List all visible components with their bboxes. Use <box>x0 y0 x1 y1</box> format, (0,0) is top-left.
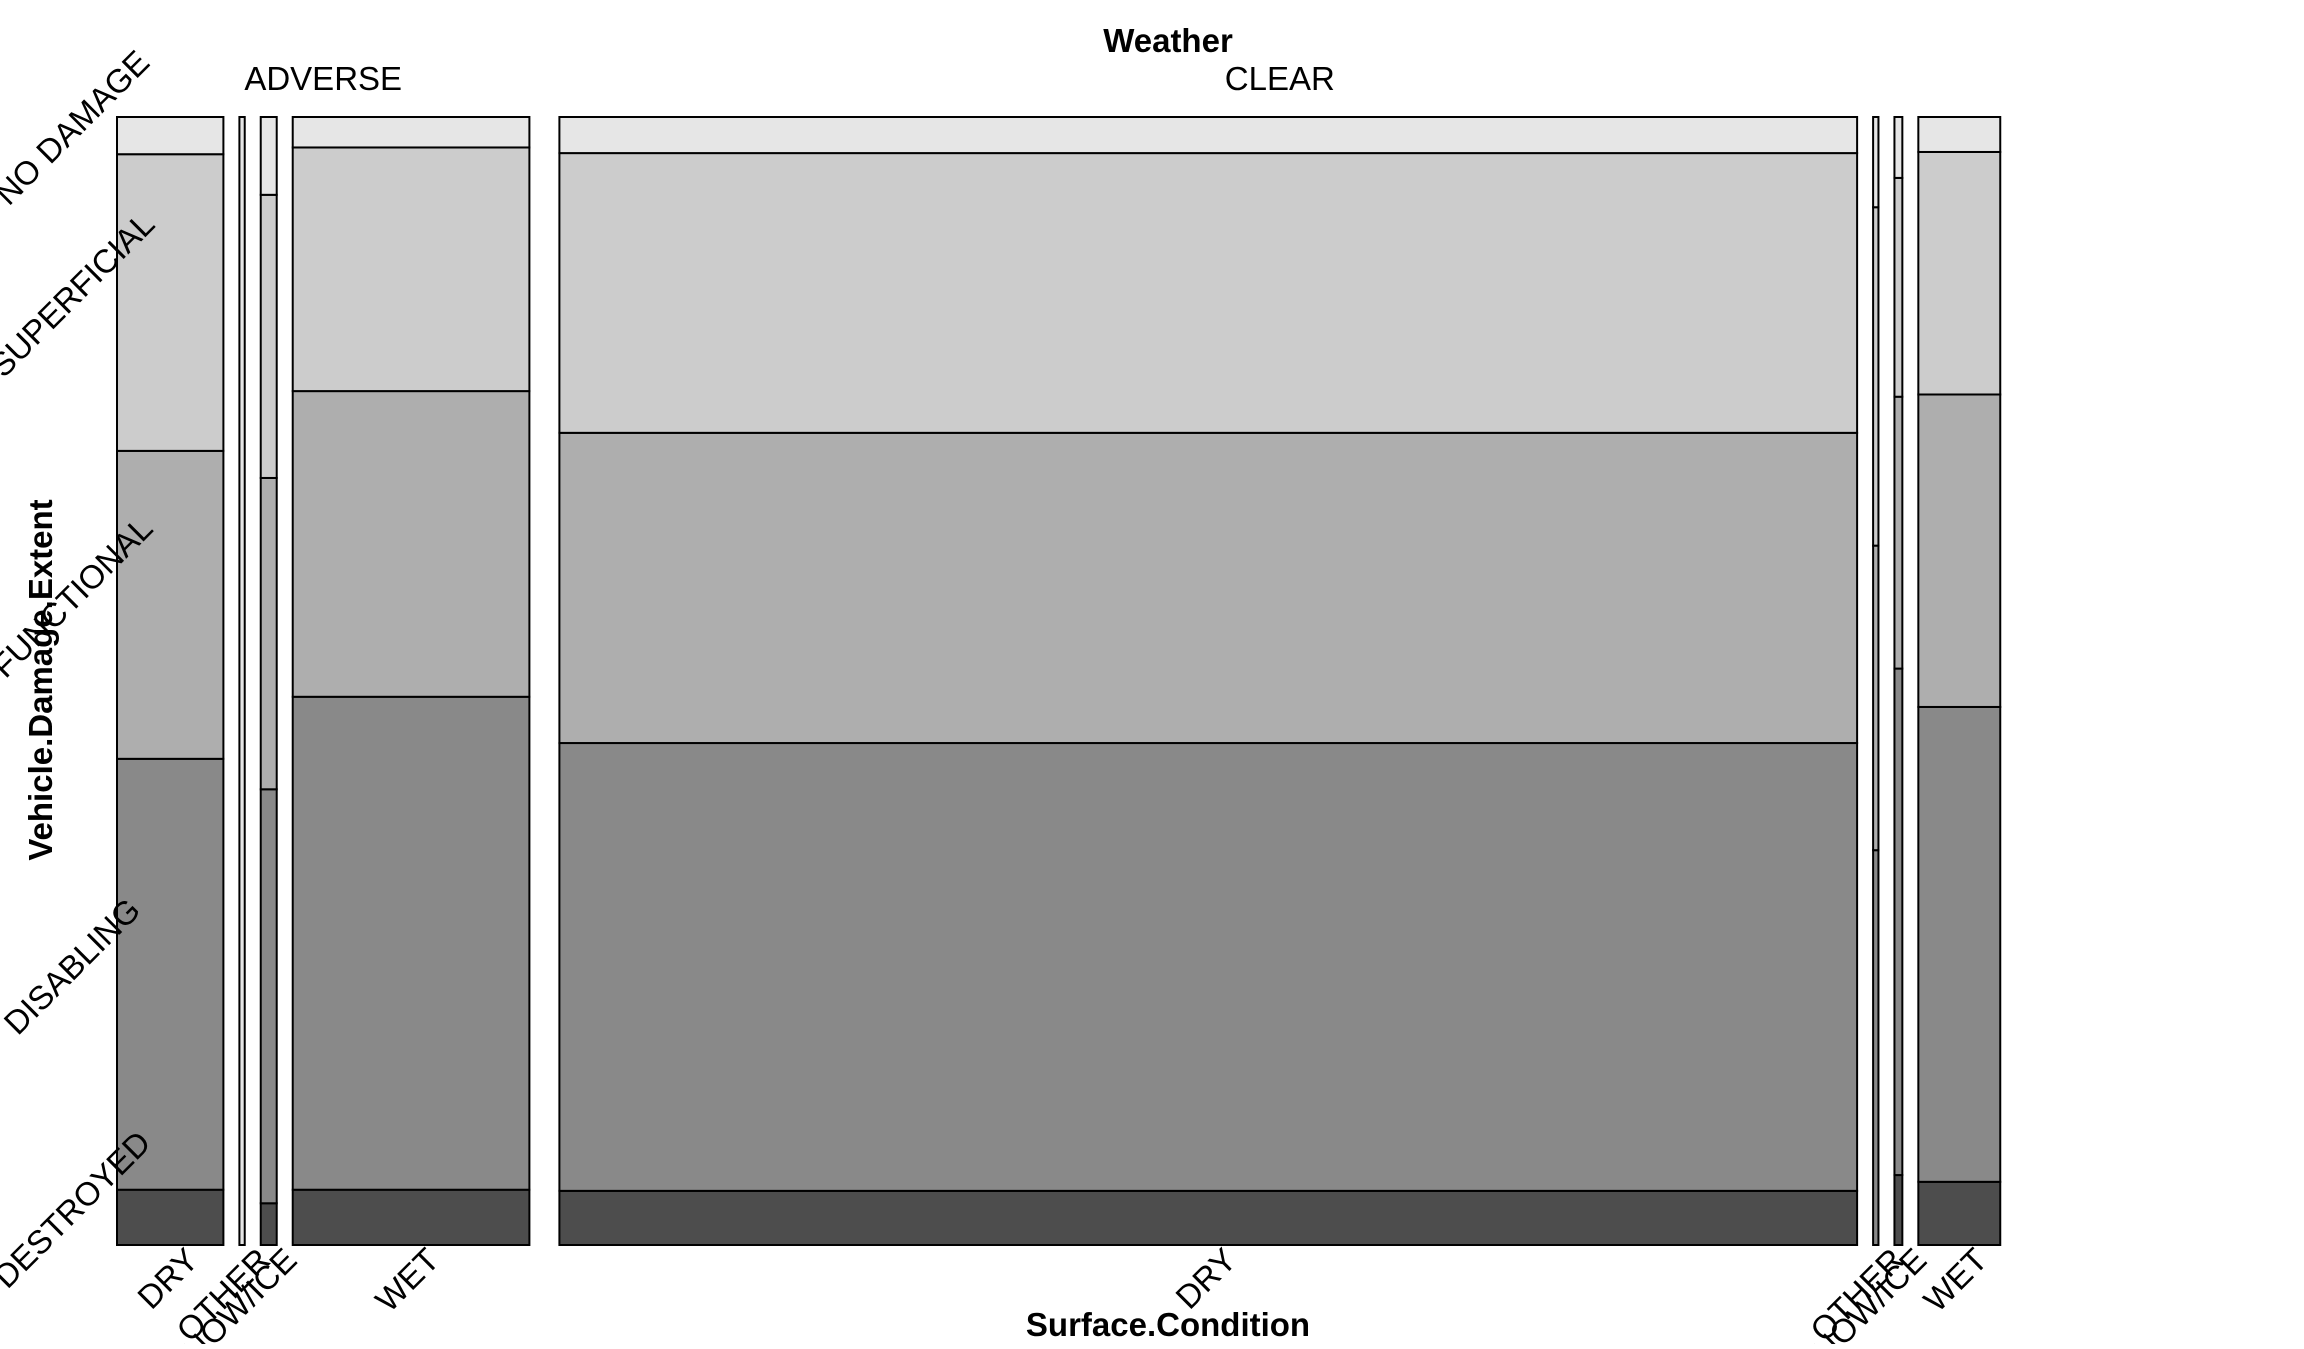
cell-adverse-wet-no-damage <box>291 116 531 149</box>
cell-adverse-dry-no-damage <box>116 116 225 156</box>
cell-clear-snow-ice-functional <box>1893 395 1904 670</box>
cell-adverse-dry-destroyed <box>116 1188 225 1246</box>
cell-clear-wet-no-damage <box>1917 116 2002 153</box>
cell-clear-dry-disabling <box>558 742 1859 1192</box>
cell-clear-snow-ice-superficial <box>1893 176 1904 398</box>
x-tick-adverse-wet: WET <box>368 1241 446 1319</box>
x-axis-label: Surface.Condition <box>1026 1306 1310 1343</box>
cell-adverse-snow-ice-destroyed <box>259 1202 278 1247</box>
cell-clear-dry-destroyed <box>558 1189 1859 1246</box>
cell-adverse-dry-superficial <box>116 153 225 452</box>
cell-adverse-wet-destroyed <box>291 1188 531 1246</box>
cell-adverse-dry-functional <box>116 449 225 760</box>
cell-adverse-wet-disabling <box>291 695 531 1191</box>
x-tick-clear-dry: DRY <box>1168 1241 1243 1316</box>
cell-clear-other-disabling <box>1872 849 1880 1246</box>
weather-group-labels: ADVERSE CLEAR <box>244 60 1334 97</box>
cell-adverse-snow-ice-no-damage <box>259 116 278 196</box>
cell-clear-snow-ice-disabling <box>1893 667 1904 1177</box>
mosaic-cells <box>116 116 2002 1247</box>
cell-clear-wet-superficial <box>1917 150 2002 396</box>
cell-clear-other-no-damage <box>1872 116 1880 209</box>
cell-clear-dry-functional <box>558 431 1859 745</box>
cell-adverse-dry-disabling <box>116 757 225 1191</box>
cell-clear-other-superficial <box>1872 206 1880 547</box>
cell-clear-other-functional <box>1872 544 1880 852</box>
cell-adverse-snow-ice-disabling <box>259 788 278 1205</box>
cell-adverse-snow-ice-superficial <box>259 193 278 479</box>
cell-adverse-wet-functional <box>291 390 531 698</box>
cell-clear-dry-superficial <box>558 152 1859 434</box>
x-tick-clear-wet: WET <box>1916 1241 1994 1319</box>
cell-clear-wet-destroyed <box>1917 1180 2002 1246</box>
cell-adverse-other-no-damage <box>238 116 246 1246</box>
chart-title: Weather <box>1103 22 1233 59</box>
group-label-clear: CLEAR <box>1225 60 1335 97</box>
cell-clear-dry-no-damage <box>558 116 1859 155</box>
cell-clear-wet-disabling <box>1917 705 2002 1183</box>
cell-adverse-wet-superficial <box>291 146 531 393</box>
cell-clear-wet-functional <box>1917 393 2002 708</box>
y-axis-label: Vehicle.Damage.Extent <box>22 499 59 860</box>
group-label-adverse: ADVERSE <box>244 60 402 97</box>
cell-clear-snow-ice-destroyed <box>1893 1174 1904 1247</box>
cell-adverse-snow-ice-functional <box>259 476 278 791</box>
cell-clear-snow-ice-no-damage <box>1893 116 1904 179</box>
